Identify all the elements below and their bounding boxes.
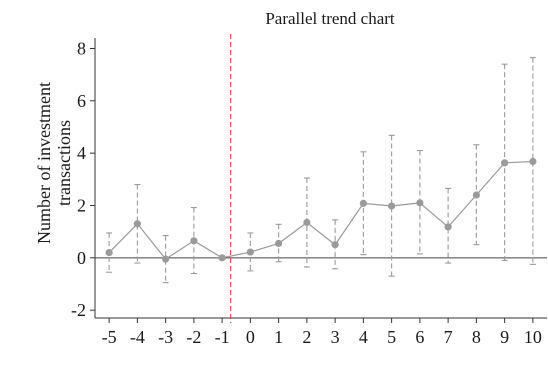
estimate-point bbox=[444, 223, 452, 231]
y-tick-label: 2 bbox=[77, 195, 86, 215]
y-tick-label: 8 bbox=[77, 38, 86, 58]
x-tick-label: -3 bbox=[158, 327, 173, 347]
x-tick-label: 10 bbox=[524, 327, 542, 347]
x-tick-label: -5 bbox=[102, 327, 117, 347]
estimate-point bbox=[416, 199, 424, 207]
x-tick-label: 2 bbox=[302, 327, 311, 347]
estimate-point bbox=[275, 239, 283, 248]
y-tick-label: 4 bbox=[77, 143, 86, 163]
x-tick-label: 6 bbox=[415, 327, 424, 347]
x-tick-label: 9 bbox=[500, 327, 509, 347]
estimate-point bbox=[472, 191, 480, 199]
x-tick-label: 1 bbox=[274, 327, 283, 347]
x-tick-label: -2 bbox=[186, 327, 201, 347]
x-tick-label: 5 bbox=[387, 327, 396, 347]
estimate-point bbox=[331, 241, 339, 249]
y-axis-label-line-2: transactions bbox=[54, 120, 74, 206]
estimate-line bbox=[108, 160, 533, 260]
x-tick-label: -1 bbox=[215, 327, 230, 347]
estimate-point bbox=[388, 202, 396, 210]
estimate-point bbox=[190, 237, 198, 245]
estimate-point bbox=[359, 199, 367, 207]
y-tick-label: 0 bbox=[77, 248, 86, 268]
y-tick-label: 6 bbox=[77, 91, 86, 111]
y-axis-label-line-1: Number of investment bbox=[34, 82, 54, 244]
y-tick-label: -2 bbox=[71, 300, 86, 320]
x-tick-label: 3 bbox=[331, 327, 340, 347]
estimate-point bbox=[162, 255, 170, 263]
x-tick-label: -4 bbox=[130, 327, 145, 347]
x-tick-label: 4 bbox=[359, 327, 368, 347]
estimate-point bbox=[501, 159, 509, 167]
estimate-point bbox=[133, 220, 141, 228]
y-axis-label: Number of investment transactions bbox=[34, 82, 74, 244]
x-tick-label: 0 bbox=[246, 327, 255, 347]
x-tick-label: 8 bbox=[472, 327, 481, 347]
estimate-point bbox=[105, 248, 113, 257]
chart-title: Parallel trend chart bbox=[265, 9, 395, 28]
estimate-point bbox=[246, 248, 254, 256]
estimate-point bbox=[218, 254, 226, 262]
estimate-point bbox=[529, 157, 537, 166]
x-tick-label: 7 bbox=[444, 327, 453, 347]
estimate-point bbox=[303, 218, 311, 227]
